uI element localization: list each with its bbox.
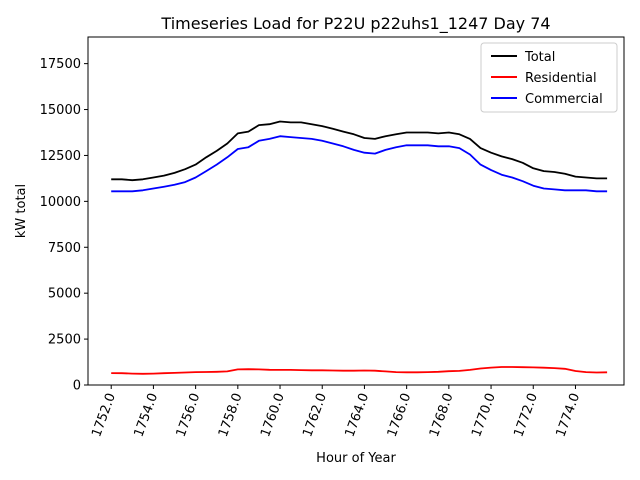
series-layer xyxy=(111,120,608,375)
y-tick-label: 5000 xyxy=(48,287,81,302)
plot-area xyxy=(87,36,625,386)
y-tick-label: 12500 xyxy=(40,149,81,164)
legend-label-commercial: Commercial xyxy=(525,92,603,107)
y-tick-label: 17500 xyxy=(40,57,81,72)
y-tick-label: 15000 xyxy=(40,103,81,118)
y-tick-label: 0 xyxy=(73,379,81,394)
y-tick-label: 7500 xyxy=(48,241,81,256)
y-axis: 0 2500 5000 7500 10000 12500 15000 17500 xyxy=(40,57,88,394)
legend-label-residential: Residential xyxy=(525,71,597,86)
legend-label-total: Total xyxy=(524,50,555,65)
y-tick-label: 10000 xyxy=(40,195,81,210)
axes-frame xyxy=(87,36,625,386)
x-axis-label: Hour of Year xyxy=(316,451,396,466)
series-line-residential xyxy=(111,366,608,375)
y-tick-label: 2500 xyxy=(48,333,81,348)
series-line-commercial xyxy=(111,135,608,193)
y-axis-label: kW total xyxy=(14,184,29,238)
series-line-total xyxy=(111,120,608,182)
legend: Total Residential Commercial xyxy=(480,42,618,113)
legend-box xyxy=(480,42,618,113)
chart-title: Timeseries Load for P22U p22uhs1_1247 Da… xyxy=(160,14,550,34)
